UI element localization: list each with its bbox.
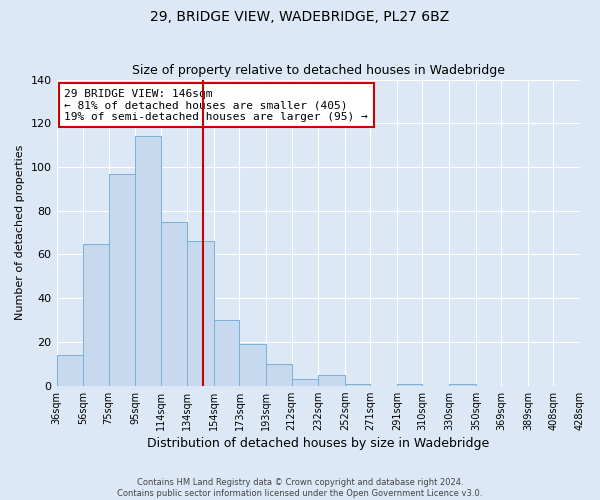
- Text: 29, BRIDGE VIEW, WADEBRIDGE, PL27 6BZ: 29, BRIDGE VIEW, WADEBRIDGE, PL27 6BZ: [151, 10, 449, 24]
- Bar: [109, 174, 136, 386]
- Bar: [266, 364, 292, 386]
- Title: Size of property relative to detached houses in Wadebridge: Size of property relative to detached ho…: [132, 64, 505, 77]
- Text: Contains HM Land Registry data © Crown copyright and database right 2024.
Contai: Contains HM Land Registry data © Crown c…: [118, 478, 482, 498]
- Bar: [136, 136, 161, 386]
- Bar: [449, 384, 476, 386]
- Bar: [214, 320, 239, 386]
- Bar: [187, 242, 214, 386]
- Bar: [318, 375, 345, 386]
- Bar: [239, 344, 266, 386]
- X-axis label: Distribution of detached houses by size in Wadebridge: Distribution of detached houses by size …: [147, 437, 490, 450]
- Bar: [83, 244, 109, 386]
- Y-axis label: Number of detached properties: Number of detached properties: [15, 145, 25, 320]
- Text: 29 BRIDGE VIEW: 146sqm
← 81% of detached houses are smaller (405)
19% of semi-de: 29 BRIDGE VIEW: 146sqm ← 81% of detached…: [64, 88, 368, 122]
- Bar: [397, 384, 422, 386]
- Bar: [345, 384, 370, 386]
- Bar: [161, 222, 187, 386]
- Bar: [292, 379, 318, 386]
- Bar: [56, 355, 83, 386]
